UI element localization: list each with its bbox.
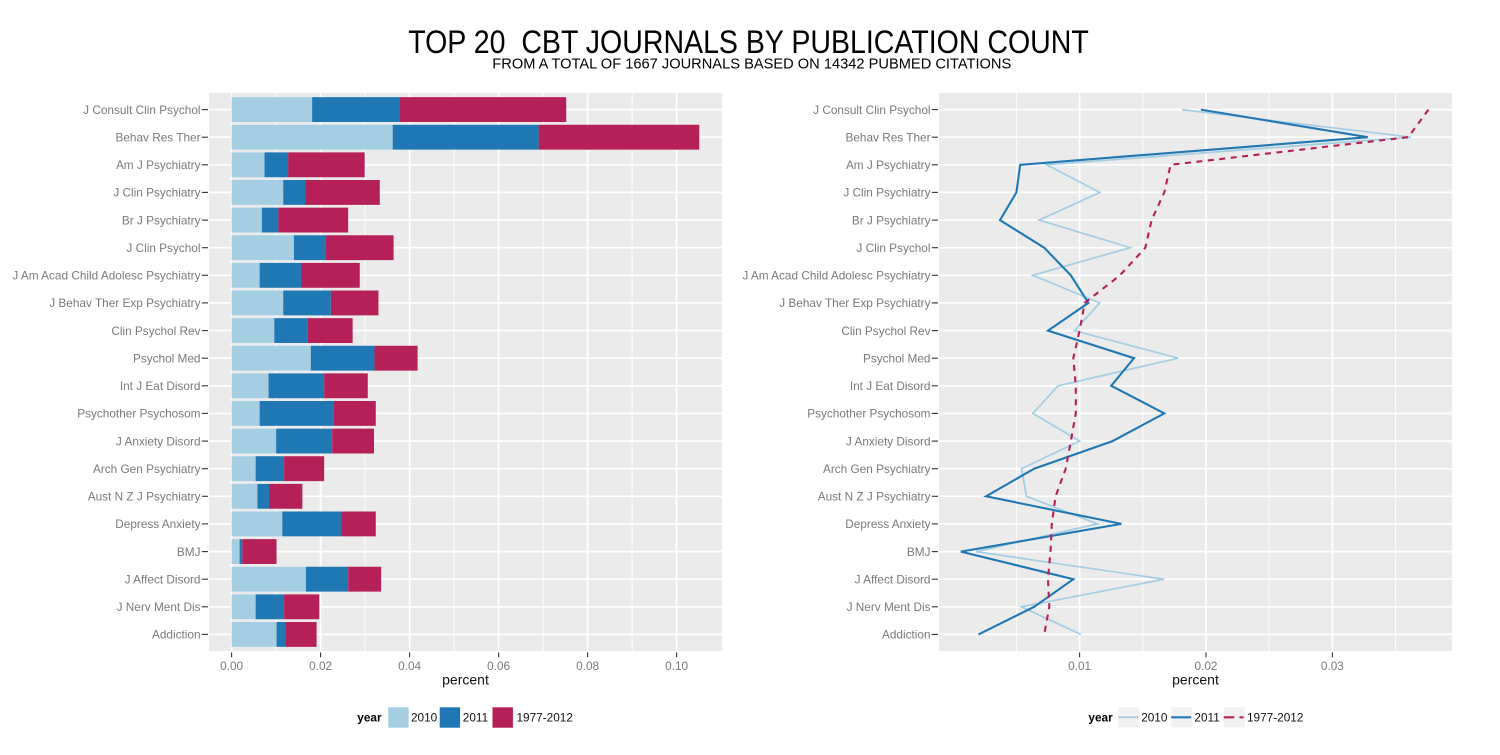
svg-text:Arch Gen Psychiatry: Arch Gen Psychiatry (93, 462, 201, 476)
svg-text:Psychother Psychosom: Psychother Psychosom (77, 407, 200, 421)
svg-text:1977-2012: 1977-2012 (517, 711, 573, 725)
svg-text:0.02: 0.02 (1195, 659, 1218, 673)
svg-text:0.10: 0.10 (665, 659, 688, 673)
svg-text:J Nerv Ment Dis: J Nerv Ment Dis (847, 600, 931, 614)
svg-text:percent: percent (1172, 672, 1219, 688)
svg-text:J Behav Ther Exp Psychiatry: J Behav Ther Exp Psychiatry (779, 296, 930, 310)
svg-text:2010: 2010 (411, 711, 438, 725)
svg-text:J Clin Psychol: J Clin Psychol (856, 241, 930, 255)
svg-text:Addiction: Addiction (882, 628, 931, 642)
svg-text:Arch Gen Psychiatry: Arch Gen Psychiatry (823, 462, 931, 476)
svg-text:percent: percent (442, 672, 489, 688)
svg-text:BMJ: BMJ (177, 545, 201, 559)
svg-text:0.06: 0.06 (487, 659, 510, 673)
svg-text:J Nerv Ment Dis: J Nerv Ment Dis (117, 600, 201, 614)
svg-text:J Clin Psychiatry: J Clin Psychiatry (113, 186, 200, 200)
svg-text:J Affect Disord: J Affect Disord (125, 572, 201, 586)
svg-text:Br J Psychiatry: Br J Psychiatry (122, 213, 201, 227)
svg-text:0.04: 0.04 (398, 659, 421, 673)
svg-text:2011: 2011 (463, 711, 488, 725)
svg-text:Behav Res Ther: Behav Res Ther (115, 130, 200, 144)
svg-text:0.08: 0.08 (576, 659, 599, 673)
svg-text:Depress Anxiety: Depress Anxiety (845, 517, 930, 531)
svg-text:Psychother Psychosom: Psychother Psychosom (807, 407, 930, 421)
svg-text:1977-2012: 1977-2012 (1247, 711, 1303, 725)
svg-text:J Anxiety Disord: J Anxiety Disord (846, 434, 931, 448)
svg-text:0.00: 0.00 (220, 659, 243, 673)
svg-text:FROM A TOTAL OF 1667 JOURNALS: FROM A TOTAL OF 1667 JOURNALS BASED ON 1… (492, 57, 1011, 73)
svg-text:Clin Psychol Rev: Clin Psychol Rev (111, 324, 200, 338)
svg-text:J Consult Clin Psychol: J Consult Clin Psychol (813, 103, 930, 117)
svg-text:Int J Eat Disord: Int J Eat Disord (850, 379, 931, 393)
svg-text:Psychol Med: Psychol Med (133, 351, 201, 365)
svg-text:Behav Res Ther: Behav Res Ther (845, 130, 930, 144)
svg-text:0.03: 0.03 (1321, 659, 1344, 673)
svg-text:Int J Eat Disord: Int J Eat Disord (120, 379, 201, 393)
svg-text:J Clin Psychiatry: J Clin Psychiatry (843, 186, 930, 200)
svg-text:year: year (1088, 711, 1113, 725)
svg-text:Am J Psychiatry: Am J Psychiatry (116, 158, 201, 172)
svg-text:TOP 20 CBT JOURNALS BY PUBLIC: TOP 20 CBT JOURNALS BY PUBLICATION COUNT (408, 24, 1089, 60)
svg-text:Addiction: Addiction (152, 628, 201, 642)
svg-text:Psychol Med: Psychol Med (863, 351, 931, 365)
svg-text:Br J Psychiatry: Br J Psychiatry (852, 213, 931, 227)
svg-text:Depress Anxiety: Depress Anxiety (115, 517, 200, 531)
svg-text:BMJ: BMJ (907, 545, 931, 559)
svg-text:Aust N Z J Psychiatry: Aust N Z J Psychiatry (88, 490, 201, 504)
svg-text:J Affect Disord: J Affect Disord (855, 572, 931, 586)
svg-text:J Am Acad Child Adolesc Psychi: J Am Acad Child Adolesc Psychiatry (12, 269, 200, 283)
svg-text:year: year (357, 711, 382, 725)
svg-text:2011: 2011 (1194, 711, 1219, 725)
svg-text:Aust N Z J Psychiatry: Aust N Z J Psychiatry (818, 490, 931, 504)
svg-text:J Anxiety Disord: J Anxiety Disord (116, 434, 201, 448)
svg-text:J Consult Clin Psychol: J Consult Clin Psychol (83, 103, 200, 117)
svg-text:0.02: 0.02 (309, 659, 332, 673)
svg-text:Clin Psychol Rev: Clin Psychol Rev (841, 324, 930, 338)
svg-text:0.01: 0.01 (1068, 659, 1091, 673)
svg-text:Am J Psychiatry: Am J Psychiatry (846, 158, 931, 172)
svg-text:J Am Acad Child Adolesc Psychi: J Am Acad Child Adolesc Psychiatry (742, 269, 930, 283)
svg-text:J Clin Psychol: J Clin Psychol (126, 241, 200, 255)
svg-text:2010: 2010 (1141, 711, 1168, 725)
svg-text:J Behav Ther Exp Psychiatry: J Behav Ther Exp Psychiatry (49, 296, 200, 310)
